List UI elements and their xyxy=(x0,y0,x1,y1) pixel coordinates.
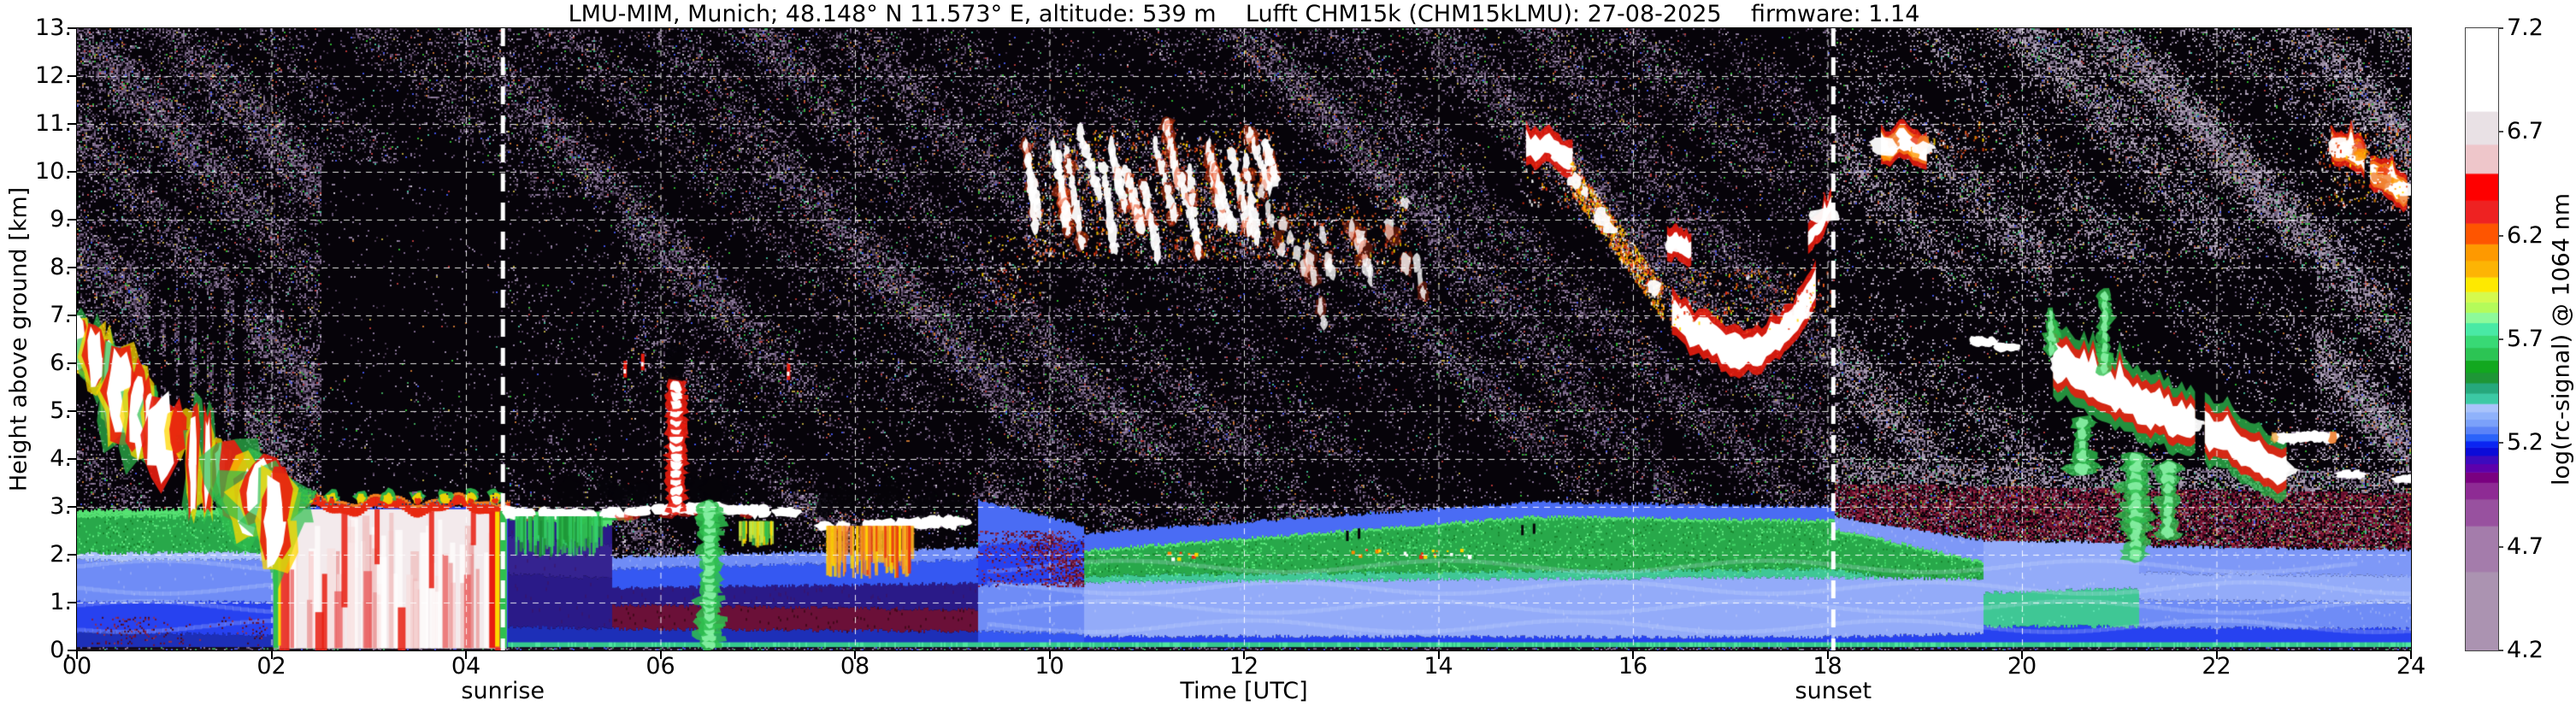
x-tick-mark xyxy=(2410,650,2412,659)
y-tick-mark xyxy=(68,219,76,221)
y-tick-label: 10. xyxy=(35,158,72,185)
y-tick-label: 6. xyxy=(50,350,72,376)
x-tick-label: 20 xyxy=(2007,653,2037,680)
y-tick-label: 11. xyxy=(35,110,72,137)
colorbar-tick-mark xyxy=(2498,442,2503,444)
x-axis-label: Time [UTC] xyxy=(1180,678,1308,704)
y-tick-label: 2. xyxy=(50,541,72,568)
x-tick-mark xyxy=(854,650,856,659)
y-tick-label: 7. xyxy=(50,302,72,328)
x-tick-mark xyxy=(1048,650,1051,659)
x-tick-mark xyxy=(76,650,78,659)
x-tick-label: 16 xyxy=(1618,653,1648,680)
y-tick-label: 8. xyxy=(50,254,72,280)
x-tick-label: 14 xyxy=(1424,653,1453,680)
x-tick-label: 12 xyxy=(1229,653,1259,680)
colorbar-tick-label: 4.2 xyxy=(2507,637,2544,663)
x-tick-mark xyxy=(1437,650,1440,659)
colorbar-tick-mark xyxy=(2498,338,2503,340)
x-tick-label: 06 xyxy=(645,653,675,680)
colorbar xyxy=(2465,27,2499,651)
y-tick-mark xyxy=(68,458,76,460)
y-tick-mark xyxy=(68,506,76,508)
y-tick-label: 3. xyxy=(50,493,72,520)
colorbar-tick-label: 5.7 xyxy=(2507,326,2544,352)
y-tick-mark xyxy=(68,27,76,29)
y-tick-mark xyxy=(68,650,76,651)
y-tick-mark xyxy=(68,362,76,364)
x-tick-mark xyxy=(465,650,467,659)
heatmap-canvas xyxy=(77,28,2411,650)
colorbar-tick-label: 6.7 xyxy=(2507,118,2544,145)
y-tick-mark xyxy=(68,554,76,556)
y-tick-mark xyxy=(68,123,76,125)
colorbar-tick-mark xyxy=(2498,131,2503,133)
x-tick-label: 18 xyxy=(1813,653,1842,680)
y-tick-mark xyxy=(68,410,76,412)
y-tick-label: 1. xyxy=(50,589,72,615)
y-tick-mark xyxy=(68,267,76,268)
sunrise-label: sunrise xyxy=(461,678,545,704)
x-tick-label: 10 xyxy=(1035,653,1064,680)
x-tick-label: 02 xyxy=(256,653,286,680)
colorbar-label: log(rc-signal) @ 1064 nm xyxy=(2548,192,2575,486)
y-tick-mark xyxy=(68,602,76,603)
colorbar-tick-label: 7.2 xyxy=(2507,15,2544,41)
y-tick-mark xyxy=(68,75,76,77)
colorbar-canvas xyxy=(2466,28,2498,650)
y-tick-label: 13. xyxy=(35,15,72,41)
x-tick-mark xyxy=(1243,650,1245,659)
x-tick-mark xyxy=(2215,650,2218,659)
sunset-label: sunset xyxy=(1795,678,1872,704)
colorbar-tick-label: 5.2 xyxy=(2507,429,2544,456)
x-tick-mark xyxy=(659,650,662,659)
figure-title: LMU-MIM, Munich; 48.148° N 11.573° E, al… xyxy=(568,1,1920,27)
y-tick-label: 12. xyxy=(35,62,72,89)
x-tick-label: 04 xyxy=(451,653,481,680)
y-tick-label: 5. xyxy=(50,397,72,424)
y-tick-mark xyxy=(68,171,76,173)
y-tick-label: 9. xyxy=(50,206,72,232)
x-tick-mark xyxy=(1826,650,1829,659)
colorbar-tick-mark xyxy=(2498,234,2503,237)
x-tick-mark xyxy=(2021,650,2023,659)
x-tick-label: 24 xyxy=(2396,653,2426,680)
colorbar-tick-label: 6.2 xyxy=(2507,221,2544,249)
y-tick-label: 4. xyxy=(50,445,72,472)
y-tick-mark xyxy=(68,315,76,316)
x-tick-mark xyxy=(270,650,273,659)
x-tick-mark xyxy=(1632,650,1634,659)
colorbar-tick-mark xyxy=(2498,650,2503,651)
colorbar-tick-mark xyxy=(2498,545,2503,548)
x-tick-label: 08 xyxy=(840,653,870,680)
y-tick-label: 0. xyxy=(50,637,72,663)
x-tick-label: 22 xyxy=(2202,653,2231,680)
colorbar-tick-mark xyxy=(2498,27,2503,29)
x-tick-label: 00 xyxy=(62,653,92,680)
colorbar-tick-label: 4.7 xyxy=(2507,532,2544,560)
plot-area xyxy=(76,27,2412,651)
